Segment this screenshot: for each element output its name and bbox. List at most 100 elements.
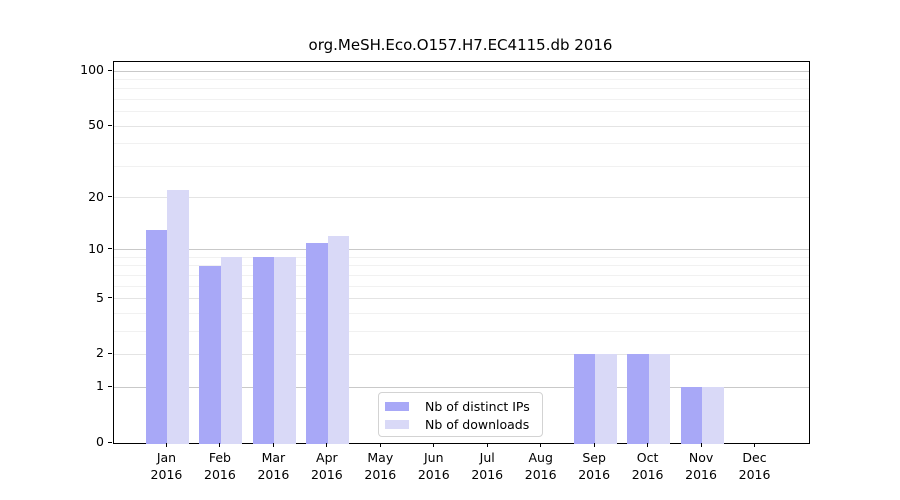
y-tick-mark (108, 385, 112, 387)
y-tick-mark (108, 248, 112, 250)
x-tick-label: May 2016 (348, 449, 412, 483)
x-tick-label: Nov 2016 (669, 449, 733, 483)
bar-distinct-ips-mar (252, 257, 275, 444)
mid-gridline (114, 197, 809, 199)
x-tick-mark (326, 443, 328, 447)
major-gridline (114, 249, 809, 251)
x-tick-mark (754, 443, 756, 447)
x-tick-mark (379, 443, 381, 447)
y-tick-label: 5 (96, 289, 104, 305)
x-tick-label-month: May (367, 450, 394, 465)
minor-gridline (114, 78, 809, 80)
major-gridline (114, 386, 809, 388)
y-tick-mark (108, 69, 112, 71)
minor-gridline (114, 274, 809, 276)
x-tick-label: Jun 2016 (402, 449, 466, 483)
y-tick-label: 0 (96, 434, 104, 449)
x-tick-label-month: Aug (528, 450, 553, 465)
x-tick-label-year: 2016 (257, 467, 290, 482)
y-tick-label: 100 (80, 62, 104, 77)
mid-gridline (114, 298, 809, 300)
bar-distinct-ips-apr (306, 242, 328, 444)
bar-downloads-oct (648, 354, 671, 444)
bar-distinct-ips-feb (199, 265, 221, 444)
x-tick-label: Aug 2016 (509, 449, 573, 483)
x-tick-label-year: 2016 (310, 467, 343, 482)
x-tick-label: Feb 2016 (188, 449, 252, 483)
x-tick-mark (165, 443, 167, 447)
minor-gridline (114, 111, 809, 113)
x-tick-label: Mar 2016 (241, 449, 305, 483)
x-tick-label: Jan 2016 (134, 449, 198, 483)
x-tick-label-month: Sep (582, 450, 606, 465)
bar-downloads-apr (327, 236, 350, 444)
legend: Nb of distinct IPs Nb of downloads (378, 392, 543, 437)
x-tick-label: Apr 2016 (295, 449, 359, 483)
bar-downloads-jan (167, 190, 189, 444)
bar-downloads-nov (702, 387, 724, 444)
x-tick-label-month: Jan (156, 450, 177, 465)
minor-gridline (114, 285, 809, 287)
bar-downloads-feb (220, 257, 243, 444)
mid-gridline (114, 125, 809, 127)
legend-entry-downloads: Nb of downloads (385, 415, 542, 433)
x-tick-label-month: Jun (424, 450, 444, 465)
legend-label-downloads: Nb of downloads (425, 416, 530, 432)
bar-downloads-sep (595, 354, 617, 444)
y-tick-label: 20 (88, 188, 104, 204)
chart-title: org.MeSH.Eco.O157.H7.EC4115.db 2016 (308, 36, 613, 54)
x-tick-label-month: Feb (208, 450, 231, 465)
legend-swatch-distinct-ips (385, 401, 409, 411)
x-tick-label-month: Apr (316, 450, 338, 465)
legend-entry-distinct-ips: Nb of distinct IPs (385, 397, 542, 415)
x-tick-label-year: 2016 (417, 467, 450, 482)
x-tick-label-year: 2016 (738, 467, 771, 482)
bar-downloads-mar (274, 257, 296, 444)
x-tick-mark (647, 443, 649, 447)
minor-gridline (114, 165, 809, 167)
x-tick-label: Dec 2016 (723, 449, 787, 483)
plot-area (113, 61, 810, 444)
x-tick-mark (540, 443, 542, 447)
y-tick-label: 1 (96, 378, 104, 394)
x-tick-label-year: 2016 (471, 467, 504, 482)
y-tick-mark (108, 352, 112, 354)
x-tick-mark (593, 443, 595, 447)
x-tick-mark (219, 443, 221, 447)
y-tick-mark (108, 196, 112, 198)
bar-distinct-ips-sep (573, 354, 596, 444)
minor-gridline (114, 312, 809, 314)
bar-distinct-ips-oct (627, 354, 649, 444)
bar-distinct-ips-jan (145, 230, 168, 444)
y-tick-label: 10 (88, 240, 104, 256)
minor-gridline (114, 143, 809, 145)
y-tick-mark (108, 124, 112, 126)
x-tick-label-month: Nov (688, 450, 714, 465)
x-tick-label: Sep 2016 (562, 449, 626, 483)
x-tick-label-month: Mar (261, 450, 286, 465)
minor-gridline (114, 265, 809, 267)
minor-gridline (114, 256, 809, 258)
x-tick-label-month: Oct (636, 450, 659, 465)
y-tick-label: 2 (96, 345, 104, 361)
x-tick-label-year: 2016 (364, 467, 397, 482)
y-tick-mark (108, 297, 112, 299)
legend-swatch-downloads (385, 419, 409, 429)
x-tick-mark (486, 443, 488, 447)
minor-gridline (114, 98, 809, 100)
x-tick-label: Jul 2016 (455, 449, 519, 483)
x-tick-label-year: 2016 (685, 467, 717, 482)
bar-distinct-ips-nov (680, 387, 703, 444)
x-tick-label-month: Dec (742, 450, 767, 465)
x-tick-mark (700, 443, 702, 447)
minor-gridline (114, 330, 809, 332)
x-tick-label-month: Jul (479, 450, 495, 465)
x-tick-label-year: 2016 (578, 467, 611, 482)
x-tick-label-year: 2016 (204, 467, 236, 482)
x-tick-label-year: 2016 (150, 467, 183, 482)
x-tick-mark (433, 443, 435, 447)
x-tick-mark (272, 443, 274, 447)
y-tick-mark (108, 441, 112, 443)
x-tick-label-year: 2016 (631, 467, 664, 482)
